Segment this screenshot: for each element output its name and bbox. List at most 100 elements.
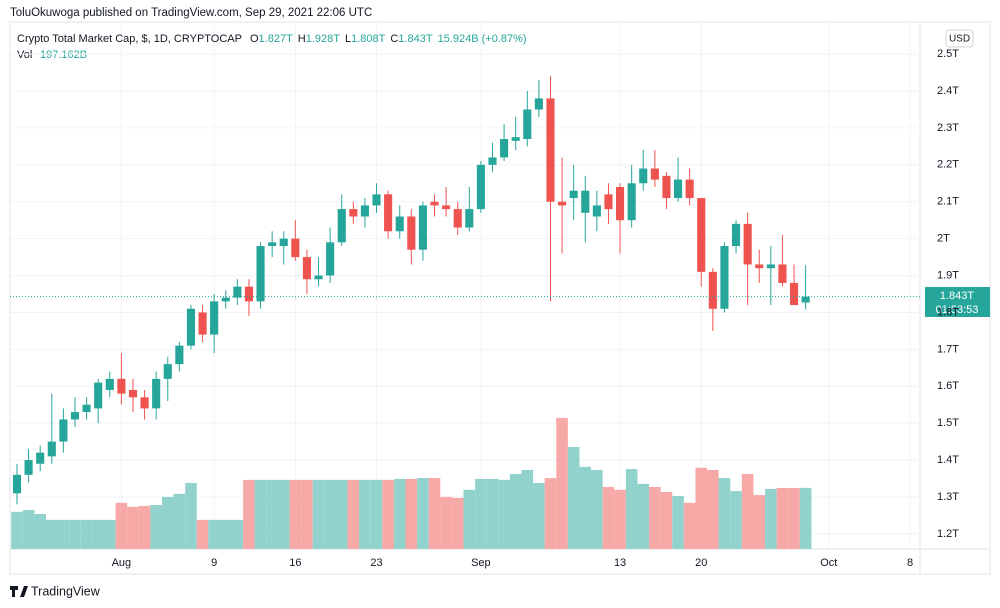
x-tick-label: Sep <box>471 557 491 569</box>
ohlc-value: 1.808T <box>351 33 386 45</box>
candle-body <box>70 412 80 420</box>
candle-body <box>291 238 300 258</box>
candle-body <box>720 246 729 309</box>
volume-bar <box>277 479 290 549</box>
last-price-label: 1.843T <box>940 290 975 302</box>
candle-body <box>616 186 625 221</box>
ohlc-key: L <box>345 33 351 45</box>
volume-bar <box>45 519 58 549</box>
candle-body <box>326 242 335 276</box>
candle-body <box>128 389 138 398</box>
candle-body <box>581 190 590 213</box>
candle-body <box>558 201 567 206</box>
currency-button[interactable] <box>945 29 974 48</box>
candle-body <box>592 205 601 217</box>
volume-bar <box>475 478 487 549</box>
volume-bar <box>544 478 557 549</box>
candle-body <box>488 157 497 165</box>
y-tick-label: 1.2T <box>937 528 959 540</box>
candle-body <box>697 198 706 272</box>
y-tick-label: 2.5T <box>937 48 959 60</box>
volume-bar <box>219 519 232 549</box>
candle-body <box>639 168 648 184</box>
candle-body <box>453 209 462 228</box>
volume-bar <box>57 519 70 549</box>
volume-bar <box>22 509 35 549</box>
y-tick-label: 2.3T <box>937 122 959 134</box>
candle-body <box>36 452 45 464</box>
candle-body <box>523 109 532 139</box>
y-tick-label: 1.6T <box>937 380 959 392</box>
candle-body <box>47 441 56 457</box>
candle-body <box>117 378 126 394</box>
volume-bar <box>161 496 174 549</box>
x-tick-label: 13 <box>614 557 626 569</box>
volume-bar <box>799 487 812 549</box>
volume-bar <box>683 502 696 549</box>
candle-body <box>442 205 451 210</box>
candle-body <box>140 397 149 409</box>
candle-body <box>650 168 659 180</box>
candle-body <box>94 382 103 409</box>
x-tick-label: 23 <box>370 557 382 569</box>
volume-bar <box>463 489 476 549</box>
volume-bar <box>567 447 580 549</box>
y-tick-label: 2.2T <box>937 159 959 171</box>
volume-bar <box>243 479 255 549</box>
volume-bar <box>417 478 429 549</box>
logo <box>10 586 28 597</box>
candle-body <box>198 312 207 335</box>
y-tick-label: 2.1T <box>937 196 959 208</box>
candle-body <box>569 190 578 199</box>
candle-body <box>395 216 404 232</box>
candle-body <box>511 137 520 141</box>
candle-body <box>662 175 671 199</box>
volume-header: 197.162B <box>40 49 87 61</box>
volume-bar <box>451 497 464 549</box>
countdown: 01:53:53 <box>936 304 979 316</box>
volume-bar <box>231 519 244 549</box>
x-tick-label: Oct <box>820 557 837 569</box>
last-price-box <box>925 287 990 317</box>
volume-bar <box>34 513 46 549</box>
volume-bar <box>196 519 209 549</box>
candle-body <box>210 301 219 335</box>
candle-body <box>221 297 230 302</box>
candle-body <box>82 404 91 413</box>
ohlc-value: 1.843T <box>398 33 433 45</box>
volume-bar <box>637 483 650 549</box>
x-tick-label: Aug <box>112 557 132 569</box>
candle-body <box>12 474 22 494</box>
ohlc-value: 1.827T <box>259 33 294 45</box>
symbol-title: Crypto Total Market Cap, $, 1D, CRYPTOCA… <box>17 33 242 45</box>
volume-bar <box>695 467 708 549</box>
ohlc-key: C <box>390 33 398 45</box>
candle-body <box>801 296 810 303</box>
candle-body <box>360 205 369 217</box>
volume-bar <box>393 478 406 549</box>
candle-body <box>186 308 196 346</box>
candle-body <box>279 238 288 247</box>
candle-body <box>604 194 613 210</box>
candle-body <box>465 209 474 228</box>
candle-body <box>534 98 543 110</box>
ohlc-value: 1.928T <box>306 33 341 45</box>
candle-body <box>755 264 764 269</box>
currency[interactable]: USD <box>949 34 970 45</box>
candle-body <box>372 194 381 206</box>
volume-bar <box>718 478 731 549</box>
volume-bar <box>254 479 267 549</box>
y-tick-label: 1.7T <box>937 343 959 355</box>
volume-bar <box>498 479 510 549</box>
volume-bar <box>173 493 186 549</box>
volume-bar <box>289 479 302 549</box>
volume-bar <box>80 519 93 549</box>
change: 15.924B (+0.87%) <box>438 33 527 45</box>
candle-body <box>384 194 393 232</box>
ohlc-key: H <box>298 33 306 45</box>
legend-header: Crypto Total Market Cap, $, 1D, CRYPTOCA… <box>17 33 527 45</box>
volume-bar <box>138 505 151 549</box>
volume-bar <box>741 473 754 549</box>
y-tick-label: 2T <box>937 233 950 245</box>
ohlc-key: O <box>250 33 259 45</box>
